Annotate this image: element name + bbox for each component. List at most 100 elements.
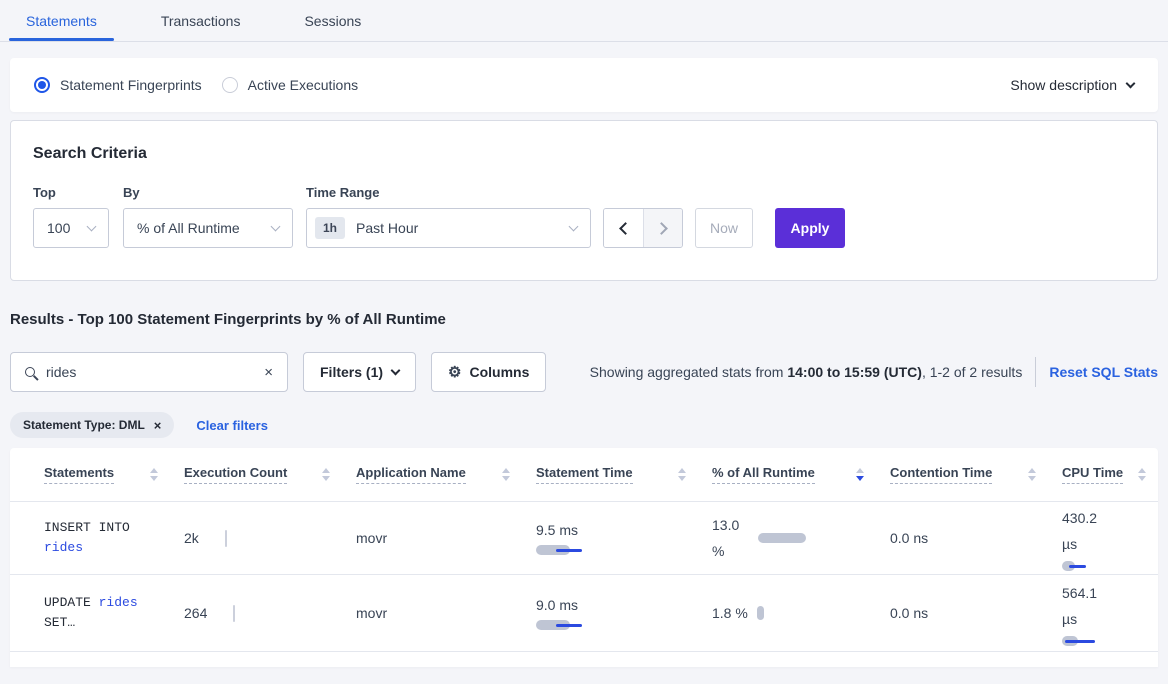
sql-keyword: INSERT INTO [44, 520, 130, 535]
header-cpu-time[interactable]: CPU Time [1062, 465, 1148, 484]
clear-search-icon[interactable]: × [264, 363, 273, 381]
search-icon [25, 367, 35, 377]
time-next-button[interactable] [643, 209, 682, 247]
now-button[interactable]: Now [695, 208, 753, 248]
header-statements[interactable]: Statements [44, 465, 184, 484]
view-toggle-bar: Statement Fingerprints Active Executions… [10, 58, 1158, 112]
statement-cell: UPDATE rides SET… [44, 593, 184, 633]
sql-continuation: SET… [44, 615, 76, 630]
header-application-name[interactable]: Application Name [356, 465, 536, 484]
header-execution-count[interactable]: Execution Count [184, 465, 356, 484]
columns-button[interactable]: ⚙ Columns [431, 352, 547, 392]
top-label: Top [33, 185, 56, 200]
runtime-pct-cell: 1.8 % [712, 605, 890, 621]
statement-time-cell: 9.0 ms [536, 597, 712, 630]
remove-filter-icon[interactable]: × [153, 417, 162, 433]
apply-button[interactable]: Apply [775, 208, 845, 248]
sql-keyword: UPDATE [44, 595, 99, 610]
search-criteria-title: Search Criteria [33, 145, 147, 162]
statement-link[interactable]: rides [98, 595, 138, 610]
filter-chip-statement-type[interactable]: Statement Type: DML × [10, 412, 175, 438]
radio-statement-fingerprints[interactable]: Statement Fingerprints [34, 77, 202, 93]
stats-suffix: , 1-2 of 2 results [921, 364, 1023, 380]
top-select[interactable]: 100 [33, 208, 109, 248]
stats-prefix: Showing aggregated stats from [589, 364, 788, 380]
tab-sessions[interactable]: Sessions [304, 12, 362, 29]
radio-active-executions[interactable]: Active Executions [221, 77, 359, 93]
header-contention-time[interactable]: Contention Time [890, 465, 1062, 484]
cpu-time-bar [1062, 561, 1122, 571]
runtime-pct-value: 1.8 % [712, 605, 748, 621]
columns-label: Columns [469, 364, 530, 380]
header-percent-runtime[interactable]: % of All Runtime [712, 465, 890, 484]
header-label: Application Name [356, 465, 466, 484]
tab-statements[interactable]: Statements [9, 0, 114, 41]
search-box[interactable]: × [10, 352, 288, 392]
execution-count-value: 264 [184, 605, 208, 621]
by-select[interactable]: % of All Runtime [123, 208, 293, 248]
mini-bar [224, 529, 227, 547]
filters-button[interactable]: Filters (1) [303, 352, 417, 392]
sort-icon[interactable] [322, 468, 330, 481]
execution-count-cell: 2k [184, 529, 356, 547]
statement-time-bar [536, 544, 596, 555]
sort-icon[interactable] [150, 468, 158, 481]
filter-chip-label: Statement Type: DML [23, 418, 145, 432]
search-criteria-card: Search Criteria Top 100 By % of All Runt… [10, 120, 1158, 281]
time-range-field: Time Range 1h Past Hour [306, 185, 591, 248]
statement-link[interactable]: rides [44, 540, 84, 555]
by-field: By % of All Runtime [123, 185, 293, 248]
radio-unselected-icon[interactable] [221, 77, 238, 93]
radio-selected-icon[interactable] [34, 77, 50, 93]
chevron-down-icon [1125, 78, 1136, 89]
statements-table: Statements Execution Count Application N… [10, 448, 1158, 667]
chevron-down-icon [86, 221, 97, 232]
application-name-cell: movr [356, 605, 388, 621]
results-heading: Results - Top 100 Statement Fingerprints… [10, 311, 446, 328]
mini-bar [233, 604, 236, 622]
cpu-time-bar [1062, 636, 1122, 646]
statement-time-bar [536, 619, 596, 630]
sort-icon[interactable] [1028, 468, 1036, 481]
show-description-toggle[interactable]: Show description [1010, 77, 1136, 93]
execution-count-value: 2k [184, 530, 199, 546]
sort-icon[interactable] [502, 468, 510, 481]
cpu-time-cell: 430.2 µs [1062, 505, 1148, 571]
statement-cell: INSERT INTO rides [44, 518, 184, 558]
radio-label: Statement Fingerprints [60, 77, 202, 93]
sort-icon[interactable] [678, 468, 686, 481]
header-statement-time[interactable]: Statement Time [536, 465, 712, 484]
by-label: By [123, 185, 140, 200]
time-range-badge: 1h [315, 217, 346, 239]
runtime-pct-bar [756, 606, 764, 620]
header-label: Execution Count [184, 465, 288, 484]
cpu-time-value: 430.2 µs [1062, 510, 1098, 552]
sort-icon-active-desc[interactable] [856, 468, 864, 481]
statement-time-cell: 9.5 ms [536, 522, 712, 555]
runtime-pct-bar [758, 533, 806, 543]
statement-time-value: 9.5 ms [536, 521, 579, 538]
filter-chip-row: Statement Type: DML × Clear filters [10, 412, 1158, 438]
time-range-select[interactable]: 1h Past Hour [306, 208, 591, 248]
cpu-time-value: 564.1 µs [1062, 585, 1098, 627]
time-prev-button[interactable] [604, 209, 643, 247]
table-row: UPDATE rides SET… 264 movr 9.0 ms 1.8 % … [10, 575, 1158, 652]
aggregated-stats-text: Showing aggregated stats from 14:00 to 1… [590, 364, 1023, 380]
header-label: CPU Time [1062, 465, 1124, 484]
header-label: % of All Runtime [712, 465, 815, 484]
search-input[interactable] [46, 364, 265, 380]
execution-count-cell: 264 [184, 604, 356, 622]
time-range-value: Past Hour [356, 220, 419, 236]
top-select-value: 100 [47, 220, 71, 236]
clear-filters-link[interactable]: Clear filters [196, 417, 268, 433]
tab-bar: Statements Transactions Sessions [0, 0, 1168, 42]
radio-label: Active Executions [247, 77, 359, 93]
runtime-pct-value: 13.0 % [712, 517, 740, 559]
tab-transactions[interactable]: Transactions [160, 12, 241, 29]
reset-sql-stats-link[interactable]: Reset SQL Stats [1049, 364, 1158, 380]
chevron-right-icon [655, 221, 668, 235]
statement-time-value: 9.0 ms [536, 596, 579, 613]
stats-range: 14:00 to 15:59 (UTC) [787, 364, 922, 380]
sort-icon[interactable] [1138, 468, 1146, 481]
filters-label: Filters (1) [320, 364, 384, 380]
